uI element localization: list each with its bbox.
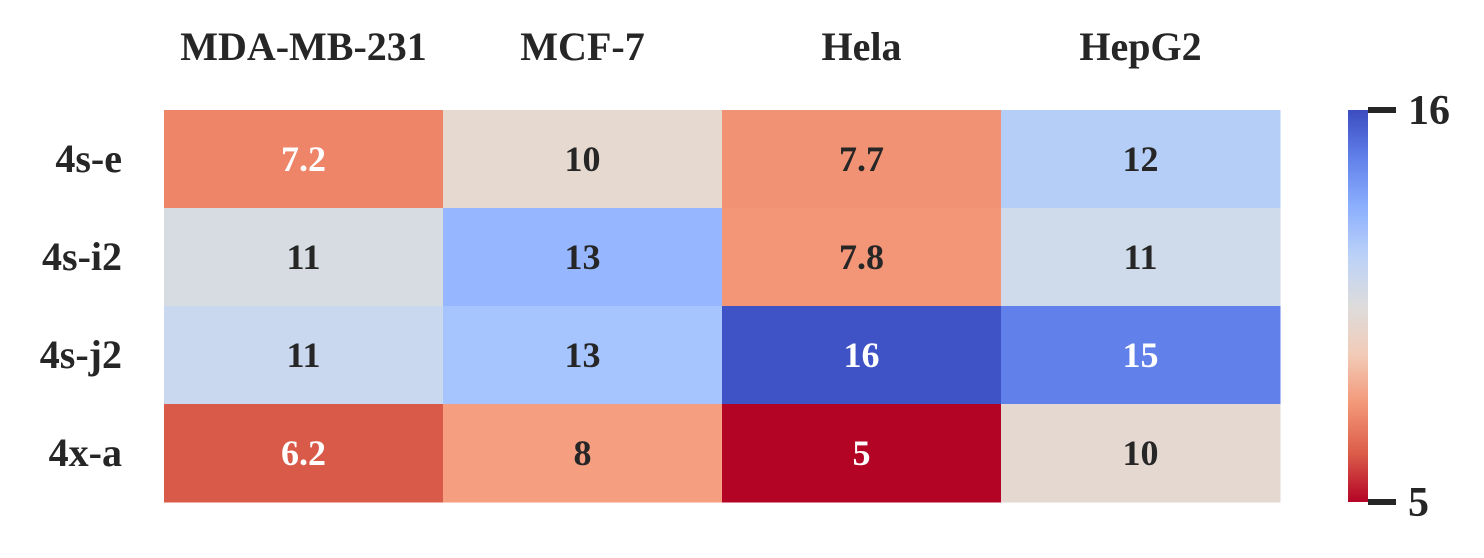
heatmap-cell [164, 404, 444, 503]
cell-value-label: 5 [853, 433, 871, 473]
cell-value-label: 13 [565, 335, 601, 375]
cell-value-label: 11 [286, 237, 320, 277]
heatmap-cells: 7.2 10 7.7 12 11 13 7.8 11 11 13 16 15 6.2 8 5 10 [164, 110, 1281, 503]
cell-value-label: 7.2 [281, 139, 326, 179]
colorbar: 5 16 [1348, 88, 1450, 526]
heatmap-cell [1001, 306, 1281, 405]
heatmap-cell [164, 306, 444, 405]
cell-value-label: 7.8 [839, 237, 884, 277]
row-labels: 4s-e 4s-i2 4s-j2 4x-a [40, 136, 122, 475]
heatmap-cell [722, 208, 1002, 307]
cell-value-label: 10 [565, 139, 601, 179]
heatmap-cell [1001, 110, 1281, 209]
column-label: Hela [822, 24, 902, 69]
cell-value-label: 15 [1123, 335, 1159, 375]
cell-value-label: 16 [844, 335, 880, 375]
heatmap-cell [164, 208, 444, 307]
cell-value-label: 8 [574, 433, 592, 473]
heatmap-cell [722, 404, 1002, 503]
row-label: 4x-a [49, 430, 122, 475]
column-label: MCF-7 [520, 24, 644, 69]
colorbar-gradient [1348, 110, 1368, 502]
heatmap-cell [722, 110, 1002, 209]
cell-value-label: 11 [286, 335, 320, 375]
heatmap-cell [1001, 404, 1281, 503]
cell-value-label: 11 [1123, 237, 1157, 277]
colorbar-tick-label: 16 [1408, 88, 1450, 134]
cell-value-label: 13 [565, 237, 601, 277]
column-label: HepG2 [1079, 24, 1201, 69]
column-label: MDA-MB-231 [180, 24, 427, 69]
heatmap-cell [443, 110, 723, 209]
row-label: 4s-j2 [40, 332, 122, 377]
heatmap-cell [443, 306, 723, 405]
row-label: 4s-i2 [42, 234, 122, 279]
heatmap-cell [443, 404, 723, 503]
cell-value-label: 6.2 [281, 433, 326, 473]
heatmap-cell [164, 110, 444, 209]
heatmap-cell [443, 208, 723, 307]
colorbar-tick-label: 5 [1408, 480, 1429, 526]
column-labels: MDA-MB-231 MCF-7 Hela HepG2 [180, 24, 1201, 69]
heatmap-cell [1001, 208, 1281, 307]
cell-value-label: 7.7 [839, 139, 884, 179]
cell-value-label: 10 [1123, 433, 1159, 473]
row-label: 4s-e [55, 136, 122, 181]
cell-value-label: 12 [1123, 139, 1159, 179]
heatmap-cell [722, 306, 1002, 405]
